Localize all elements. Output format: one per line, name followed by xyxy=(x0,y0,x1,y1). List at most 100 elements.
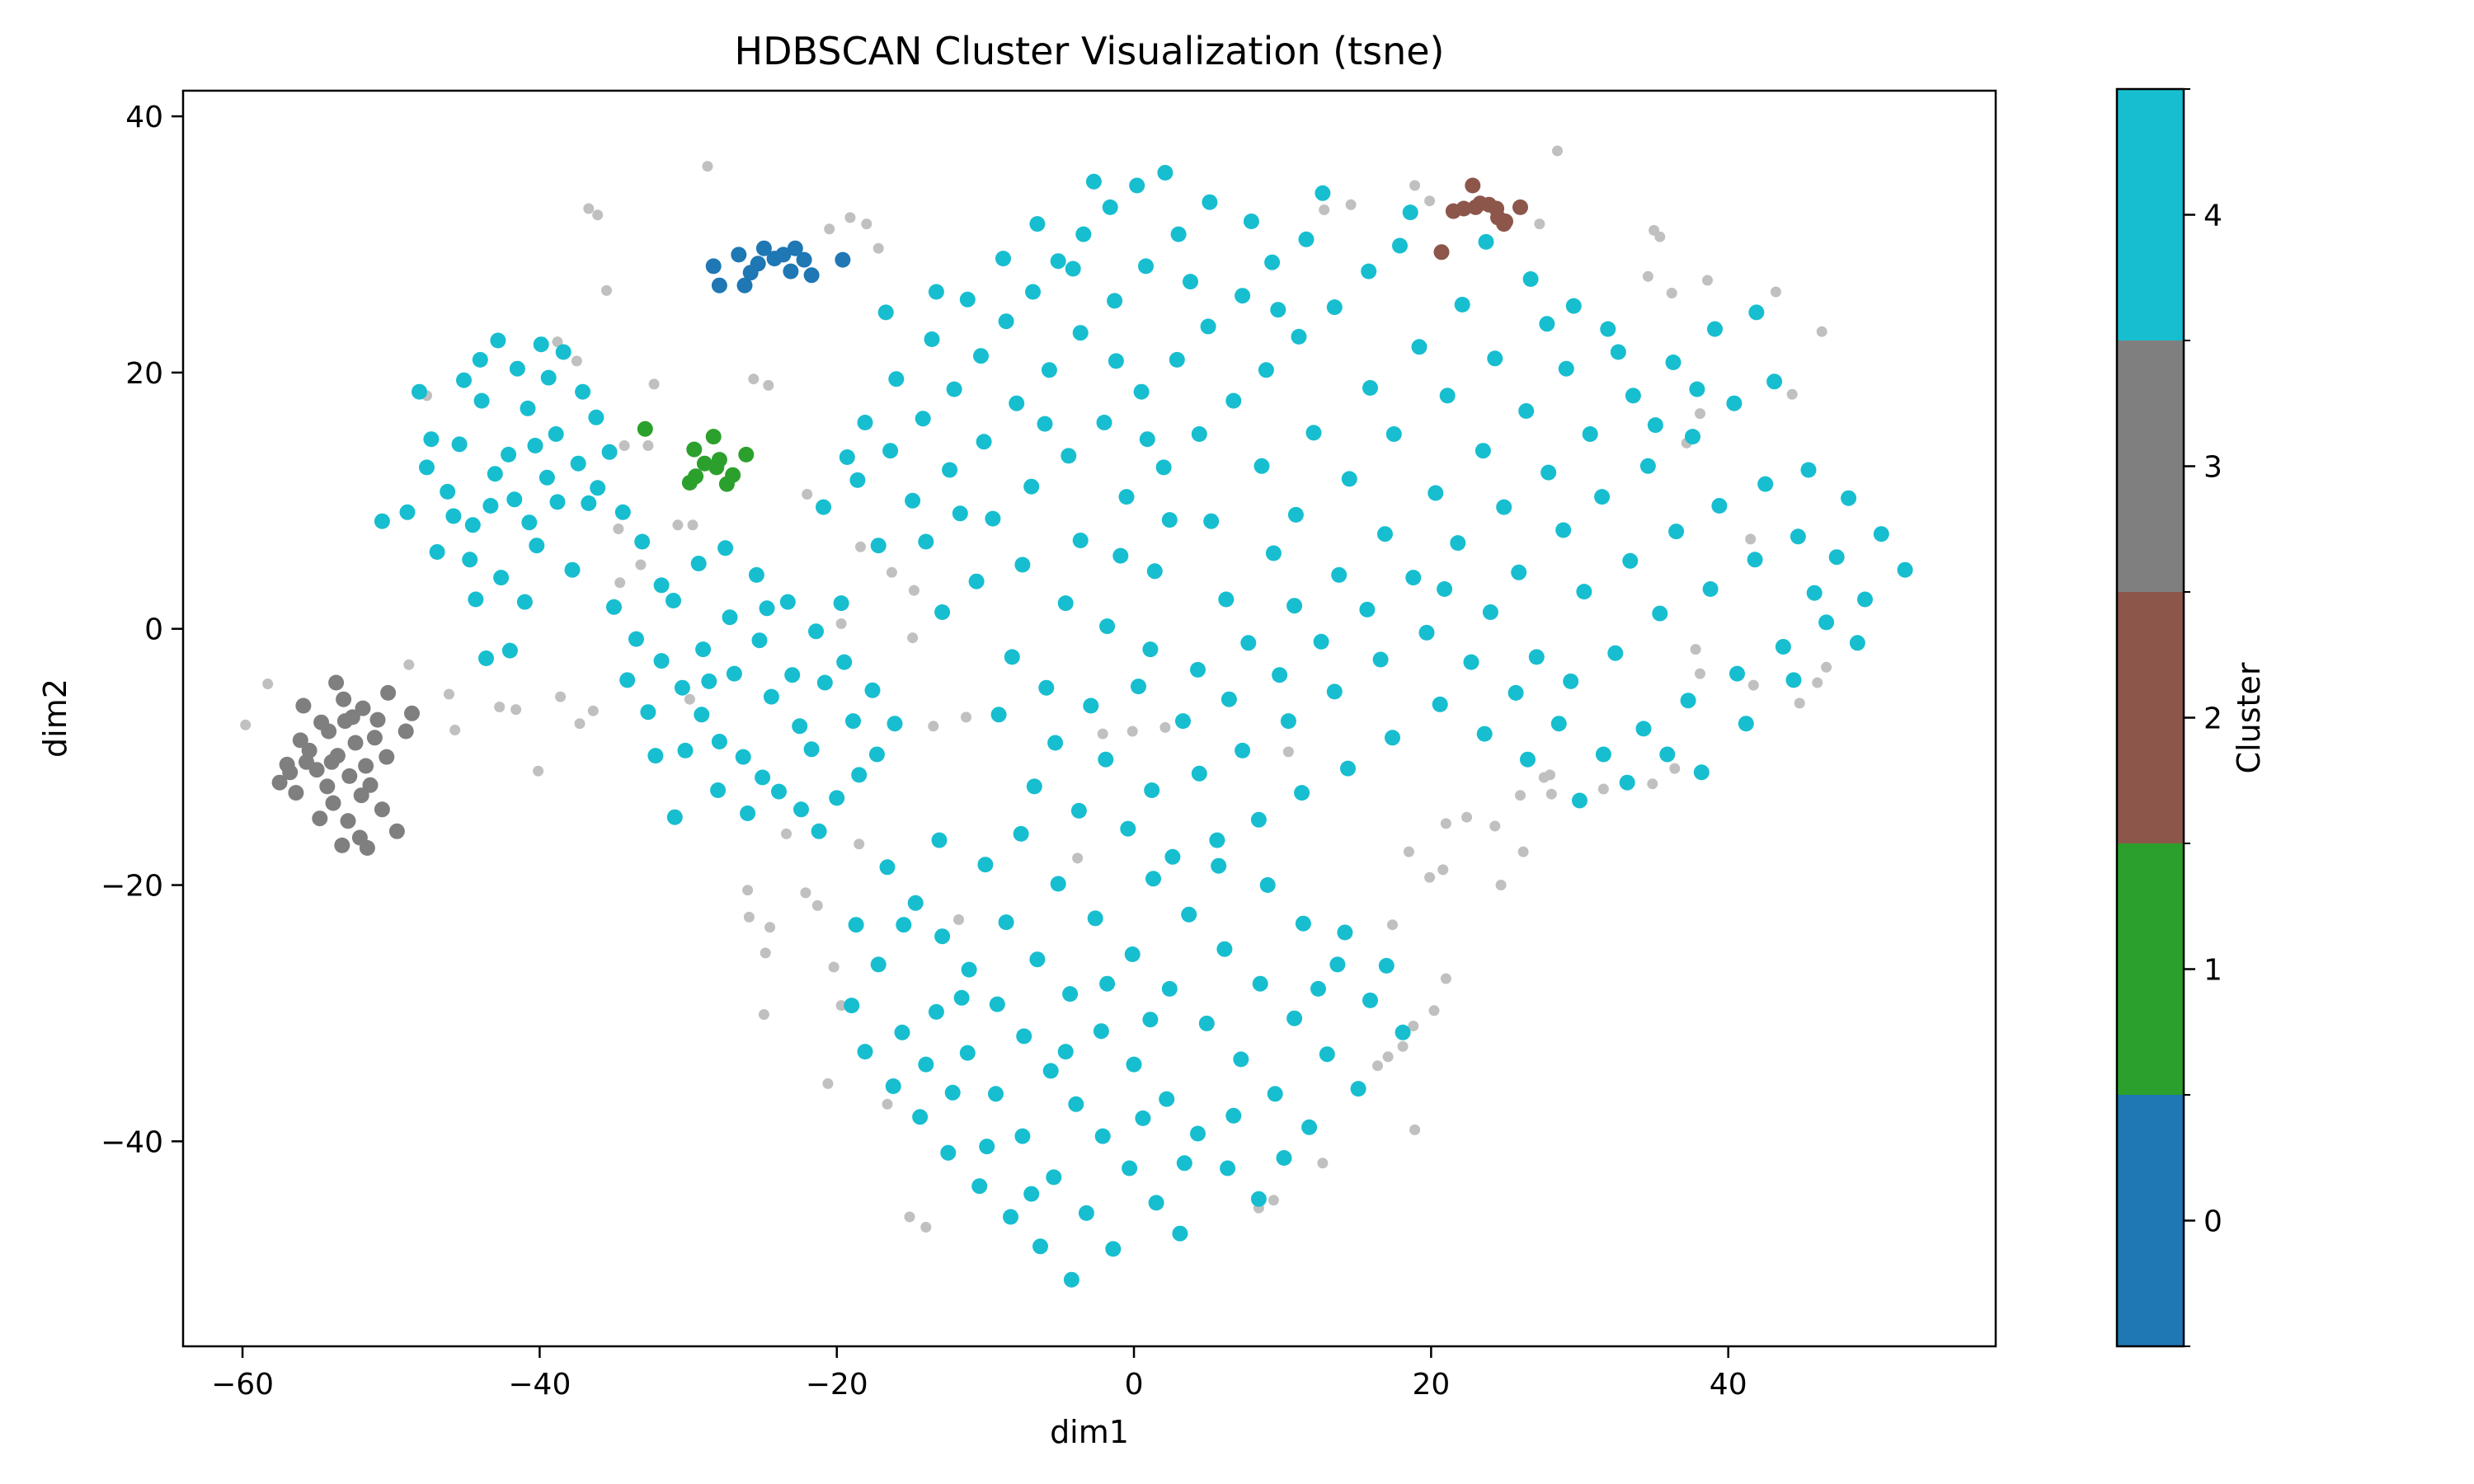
cluster-2-points xyxy=(1433,177,1528,261)
cluster-4-point xyxy=(1350,1081,1366,1097)
y-tick-label: −40 xyxy=(101,1125,163,1159)
cluster-2-point xyxy=(1496,216,1512,232)
noise-point xyxy=(1387,919,1398,931)
noise-point xyxy=(811,899,823,911)
noise-point xyxy=(1545,788,1557,800)
cluster-3-point xyxy=(295,697,312,714)
cluster-3-points xyxy=(271,674,420,856)
cluster-0-point xyxy=(787,240,803,256)
cluster-4-point xyxy=(763,688,779,705)
cluster-4-point xyxy=(1047,735,1064,751)
cluster-4-point xyxy=(1897,561,1913,578)
cluster-4-point xyxy=(912,1109,929,1125)
cluster-4-point xyxy=(1161,980,1178,997)
y-tick-label: 0 xyxy=(144,613,163,647)
cluster-4-point xyxy=(959,291,976,308)
noise-point xyxy=(613,524,624,534)
cluster-4-point xyxy=(711,734,727,749)
cluster-3-point xyxy=(312,810,328,827)
cluster-4-point xyxy=(1298,231,1315,247)
cluster-4-point xyxy=(1138,258,1154,275)
noise-point xyxy=(1702,275,1713,286)
cluster-4-point xyxy=(887,716,903,732)
y-tick-label: 40 xyxy=(125,101,163,134)
cluster-4-point xyxy=(1685,429,1700,445)
cluster-4-point xyxy=(1083,697,1099,714)
colorbar-segment-0 xyxy=(2117,1095,2184,1346)
cluster-4-point xyxy=(915,411,931,427)
noise-point xyxy=(601,284,612,296)
cluster-4-point xyxy=(1294,785,1310,801)
cluster-4-point xyxy=(1203,513,1220,529)
cluster-4-point xyxy=(989,996,1005,1012)
cluster-4-point xyxy=(1131,679,1146,695)
cluster-4-point xyxy=(1857,591,1873,608)
cluster-4-point xyxy=(1726,395,1743,411)
cluster-4-point xyxy=(1004,649,1020,665)
cluster-4-point xyxy=(882,443,899,459)
cluster-4-point xyxy=(1378,957,1395,974)
cluster-4-point xyxy=(1291,328,1307,345)
cluster-4-point xyxy=(1647,417,1663,434)
cluster-4-point xyxy=(885,1078,901,1094)
colorbar-tick-label: 0 xyxy=(2204,1205,2222,1239)
cluster-4-point xyxy=(924,331,940,347)
cluster-4-point xyxy=(1427,485,1444,501)
cluster-4-point xyxy=(940,1144,957,1161)
noise-point xyxy=(882,1098,893,1110)
cluster-4-point xyxy=(1476,726,1493,742)
cluster-4-point xyxy=(973,348,989,364)
noise-point xyxy=(642,440,654,451)
cluster-4-point xyxy=(1522,271,1539,287)
cluster-4-point xyxy=(1057,1044,1074,1060)
cluster-4-point xyxy=(653,577,670,594)
cluster-4-point xyxy=(851,767,868,783)
cluster-4-point xyxy=(1014,556,1031,573)
cluster-4-point xyxy=(1126,1056,1142,1073)
cluster-1-point xyxy=(705,429,722,445)
cluster-4-point xyxy=(628,631,644,647)
cluster-0-point xyxy=(711,277,727,294)
cluster-4-point xyxy=(695,641,712,658)
colorbar-segment-2 xyxy=(2117,592,2184,843)
cluster-4-point xyxy=(918,533,934,550)
cluster-4-point xyxy=(1042,1063,1059,1079)
noise-point xyxy=(1397,1040,1409,1052)
noise-point xyxy=(1319,204,1330,215)
cluster-4-point xyxy=(1748,304,1765,321)
cluster-4-point xyxy=(726,665,742,682)
cluster-4-point xyxy=(1689,381,1705,397)
cluster-4-point xyxy=(1094,1128,1111,1144)
cluster-4-point xyxy=(1828,549,1845,566)
noise-point xyxy=(908,585,920,596)
cluster-4-point xyxy=(1068,1096,1084,1112)
cluster-4-point xyxy=(1659,746,1676,763)
cluster-4-point xyxy=(1218,591,1235,608)
cluster-4-point xyxy=(1702,581,1719,597)
cluster-4-point xyxy=(468,591,484,608)
cluster-4-point xyxy=(1337,924,1353,941)
x-tick-label: −60 xyxy=(211,1368,274,1402)
cluster-4-point xyxy=(995,251,1011,267)
noise-point xyxy=(781,828,792,839)
cluster-4-point xyxy=(674,679,690,696)
cluster-4-point xyxy=(1265,545,1282,561)
noise-point xyxy=(1747,679,1759,691)
cluster-4-point xyxy=(1693,764,1710,781)
cluster-4-point xyxy=(634,533,651,550)
cluster-4-point xyxy=(1221,691,1237,707)
cluster-4-point xyxy=(1402,204,1418,221)
cluster-4-point xyxy=(1305,425,1322,441)
cluster-4-point xyxy=(1172,1225,1188,1242)
cluster-4-point xyxy=(1032,1238,1048,1255)
noise-point xyxy=(583,203,595,214)
noise-point xyxy=(1409,180,1421,191)
cluster-4-point xyxy=(1487,350,1503,367)
cluster-4-point xyxy=(985,510,1001,527)
noise-point xyxy=(494,702,506,712)
noise-point xyxy=(618,440,630,451)
noise-point xyxy=(928,721,939,732)
cluster-4-point xyxy=(1253,458,1270,474)
cluster-4-point xyxy=(905,492,921,509)
